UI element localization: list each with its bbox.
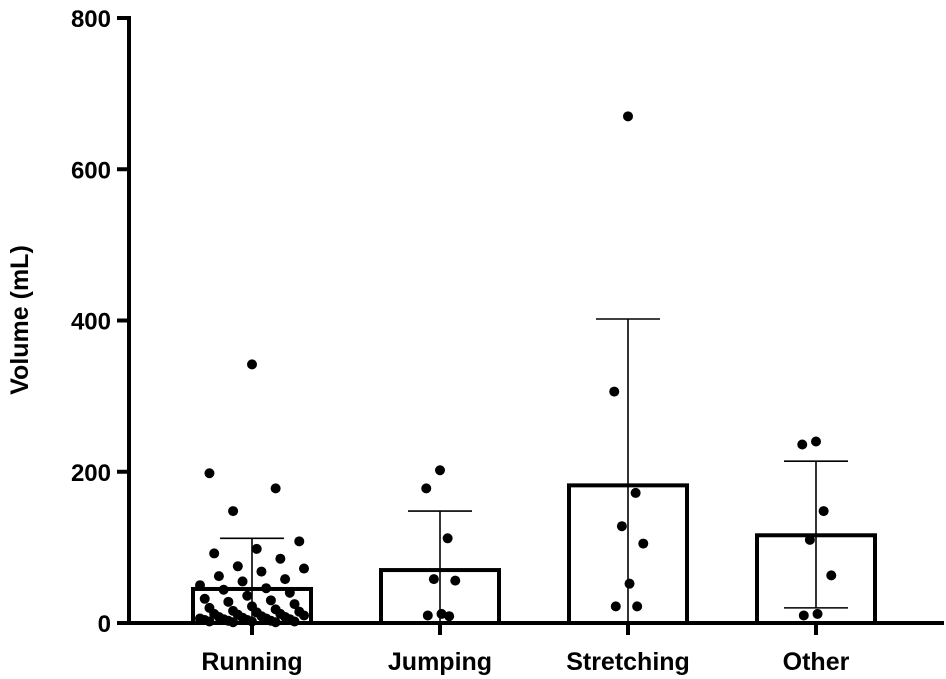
data-point bbox=[632, 601, 643, 612]
data-point bbox=[638, 538, 649, 549]
x-tick-label: Running bbox=[201, 648, 302, 676]
data-point bbox=[199, 593, 210, 604]
data-point bbox=[299, 610, 309, 621]
data-point bbox=[294, 536, 305, 547]
y-tick-label: 200 bbox=[71, 460, 111, 487]
data-point bbox=[242, 590, 253, 601]
data-point bbox=[204, 468, 215, 479]
data-point bbox=[223, 596, 234, 607]
x-tick-label: Jumping bbox=[388, 648, 492, 676]
data-point bbox=[284, 587, 295, 598]
x-tick-label: Stretching bbox=[566, 648, 690, 676]
data-point bbox=[444, 611, 455, 622]
data-point bbox=[270, 483, 281, 494]
data-point bbox=[624, 578, 635, 589]
data-point bbox=[289, 599, 300, 610]
data-point bbox=[428, 574, 439, 585]
y-axis-title: Volume (mL) bbox=[6, 245, 34, 395]
data-point bbox=[422, 610, 433, 621]
data-point bbox=[256, 566, 267, 577]
data-point bbox=[811, 436, 821, 447]
data-point bbox=[630, 487, 641, 498]
data-point bbox=[797, 439, 808, 450]
data-point bbox=[798, 610, 809, 621]
data-point bbox=[261, 583, 272, 594]
y-tick-label: 400 bbox=[71, 309, 111, 336]
y-tick-label: 600 bbox=[71, 157, 111, 184]
data-point bbox=[218, 584, 229, 595]
error-bar-stretching bbox=[596, 318, 660, 623]
y-tick-label: 800 bbox=[71, 6, 111, 33]
data-points-layer bbox=[195, 111, 837, 628]
data-point bbox=[299, 563, 309, 574]
data-point bbox=[421, 483, 432, 494]
error-bars-layer bbox=[220, 318, 848, 623]
axes-layer: 0 200 400 600 800 Running Jumping Stretching Oth… bbox=[71, 6, 944, 676]
data-point bbox=[623, 111, 633, 122]
error-bar-other bbox=[784, 460, 848, 609]
data-point bbox=[609, 386, 620, 397]
data-point bbox=[265, 595, 276, 606]
data-point bbox=[195, 580, 205, 591]
data-point bbox=[209, 548, 220, 559]
x-tick-label: Other bbox=[783, 648, 850, 676]
data-point bbox=[436, 608, 447, 619]
data-point bbox=[251, 543, 262, 554]
data-point bbox=[450, 575, 461, 586]
data-point bbox=[232, 561, 243, 572]
data-point bbox=[812, 608, 823, 619]
y-tick-label: 0 bbox=[98, 611, 111, 638]
data-point bbox=[275, 553, 286, 564]
error-bar-jumping bbox=[408, 510, 472, 623]
data-point bbox=[610, 601, 621, 612]
data-point bbox=[826, 570, 837, 581]
data-point bbox=[616, 521, 627, 532]
data-point bbox=[435, 465, 445, 476]
data-point bbox=[213, 571, 224, 582]
data-point bbox=[804, 534, 815, 545]
data-point bbox=[237, 576, 248, 587]
data-point bbox=[818, 506, 829, 517]
data-point bbox=[442, 533, 453, 544]
data-point bbox=[280, 574, 291, 585]
data-point bbox=[247, 359, 257, 370]
data-point bbox=[228, 506, 239, 517]
